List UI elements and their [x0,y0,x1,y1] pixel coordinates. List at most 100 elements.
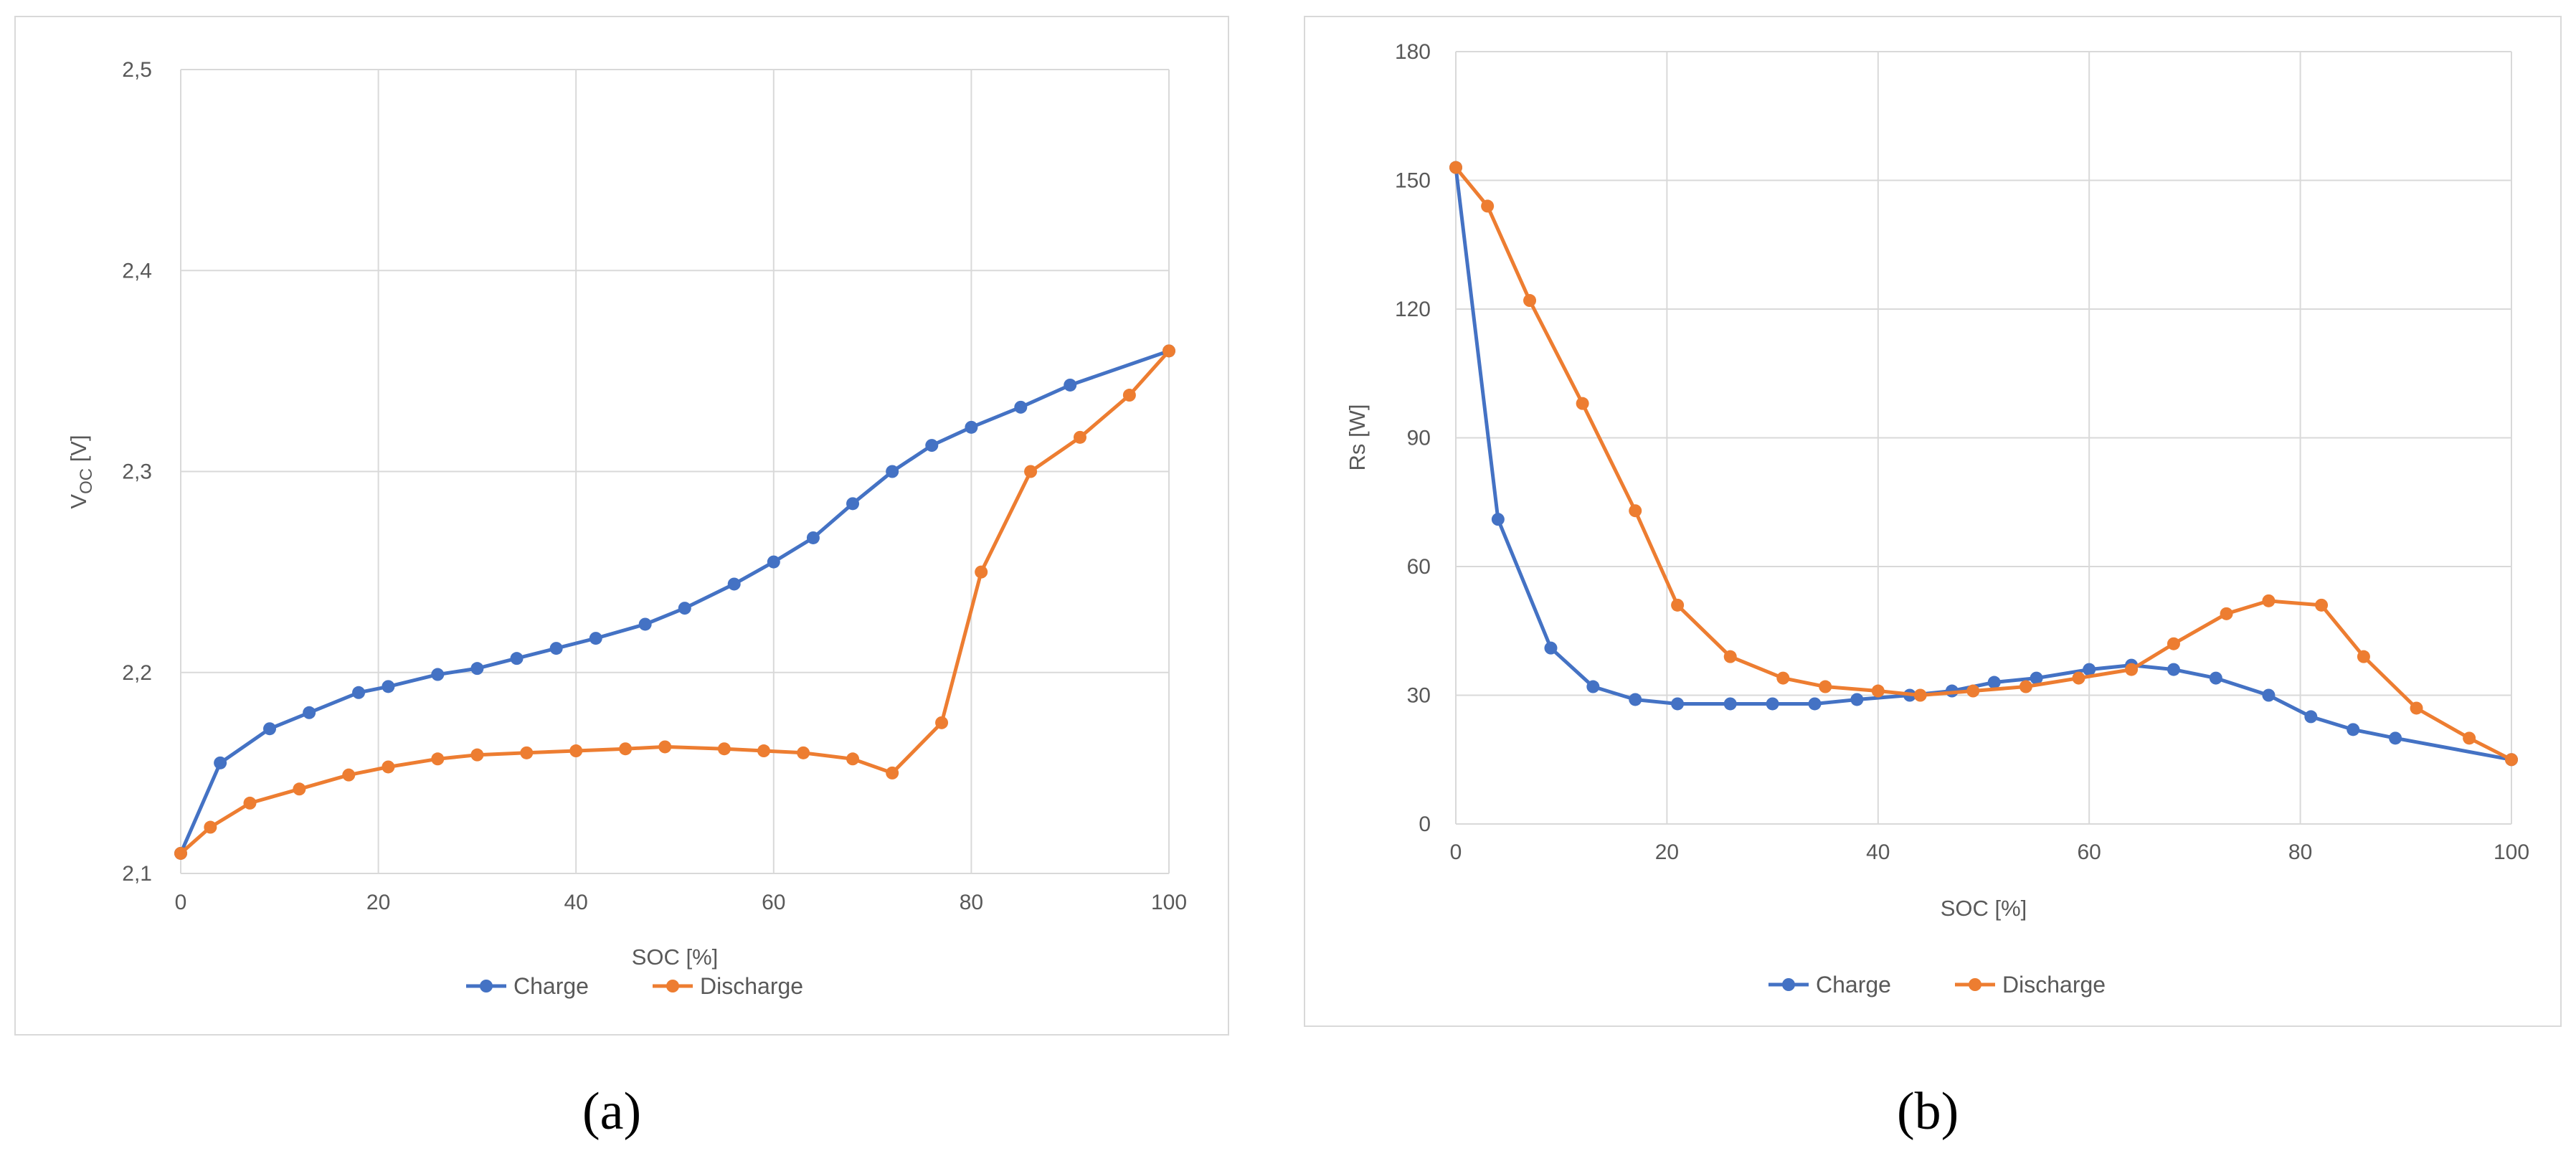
discharge-data-point [2072,671,2085,685]
discharge-data-point [2262,594,2276,607]
charge-data-point [303,706,316,719]
charge-data-point [2347,723,2360,736]
charge-data-point [638,617,652,631]
legend-label: Discharge [700,973,803,999]
y-tick-label: 60 [1407,555,1431,579]
discharge-data-point [886,766,899,780]
legend-item-discharge: Discharge [653,973,803,999]
x-tick-label: 20 [1655,840,1679,864]
discharge-data-point [1523,294,1537,308]
charge-data-point [2167,663,2180,676]
discharge-data-point [658,740,672,754]
discharge-data-point [470,748,484,762]
charge-data-point [925,439,939,453]
discharge-data-point [1819,680,1832,693]
legend-swatch-marker [480,980,493,992]
charge-data-point [2083,663,2096,676]
legend-item-charge: Charge [466,973,589,999]
discharge-data-point [1449,161,1462,174]
charge-data-point [352,686,366,699]
discharge-data-point [935,716,949,729]
discharge-data-point [1671,598,1685,612]
y-axis-title-main: Rs [W] [1345,404,1370,471]
y-tick-label: 2,4 [122,259,152,283]
charge-data-point [727,577,741,591]
legend-label: Charge [513,973,589,999]
charge-data-point [1987,676,2001,689]
x-tick-label: 80 [960,891,983,914]
charge-data-point [470,662,484,676]
x-axis-title: SOC [%] [1941,896,2027,921]
legend-item-discharge: Discharge [1955,972,2106,998]
y-axis-title: Rs [W] [1345,404,1370,471]
y-tick-label: 2,3 [122,460,152,484]
charge-data-point [1723,697,1737,711]
charge-data-point [2389,731,2402,745]
y-axis-title-unit: [V] [66,435,91,468]
caption-a: (a) [582,1082,642,1141]
discharge-data-point [2505,753,2518,767]
charge-data-point [1850,693,1864,706]
x-tick-label: 0 [175,891,187,914]
discharge-data-point [1723,650,1737,663]
charge-data-point [1808,697,1822,711]
y-tick-label: 2,2 [122,661,152,685]
discharge-data-point [2357,650,2370,663]
x-tick-label: 20 [366,891,390,914]
charge-data-point [1491,513,1505,526]
discharge-data-point [1913,688,1927,702]
legend-swatch-marker [666,980,679,992]
discharge-data-point [569,744,583,758]
y-axis-title: VOC [V] [66,435,96,508]
y-tick-label: 90 [1407,427,1431,450]
charge-data-point [589,632,602,645]
y-tick-label: 150 [1395,169,1431,193]
x-tick-label: 80 [2288,840,2312,864]
discharge-data-point [1966,684,1980,698]
discharge-data-point [1629,504,1642,518]
charge-data-point [2209,671,2222,685]
charge-data-point [214,756,227,769]
y-tick-label: 120 [1395,298,1431,321]
discharge-data-point [717,742,731,756]
discharge-data-point [797,746,810,759]
y-tick-label: 0 [1419,812,1431,836]
y-axis-title-subscript: OC [77,468,96,494]
discharge-data-point [520,746,534,759]
discharge-data-point [757,744,771,758]
charge-data-point [1544,641,1558,655]
charge-data-point [1671,697,1685,711]
discharge-data-point [2220,607,2233,620]
discharge-data-point [1871,684,1885,698]
charge-data-point [846,497,860,511]
charge-data-point [431,668,445,681]
charge-data-point [2304,710,2318,724]
legend-label: Discharge [2002,972,2106,998]
discharge-data-point [1481,199,1495,213]
discharge-data-point [293,782,306,796]
chart-b-frame [1304,16,2562,1027]
charge-data-point [549,642,563,655]
y-tick-label: 2,1 [122,862,152,886]
chart-a-frame [14,16,1229,1036]
charge-data-point [806,531,820,544]
y-tick-label: 2,5 [122,58,152,82]
discharge-data-point [2167,637,2180,650]
discharge-data-point [1776,671,1790,685]
legend-swatch-marker [1782,978,1795,991]
charge-data-point [965,420,978,434]
discharge-data-point [243,796,257,810]
discharge-data-point [619,742,633,756]
charge-data-point [767,555,780,569]
charge-data-point [382,680,395,693]
discharge-data-point [1073,430,1086,444]
discharge-data-point [1162,344,1175,358]
discharge-data-point [2125,663,2139,676]
x-axis-title: SOC [%] [632,944,719,970]
charge-data-point [1064,378,1077,392]
x-tick-label: 100 [2494,840,2529,864]
discharge-data-point [975,565,988,579]
charge-series-line [1454,167,2512,762]
